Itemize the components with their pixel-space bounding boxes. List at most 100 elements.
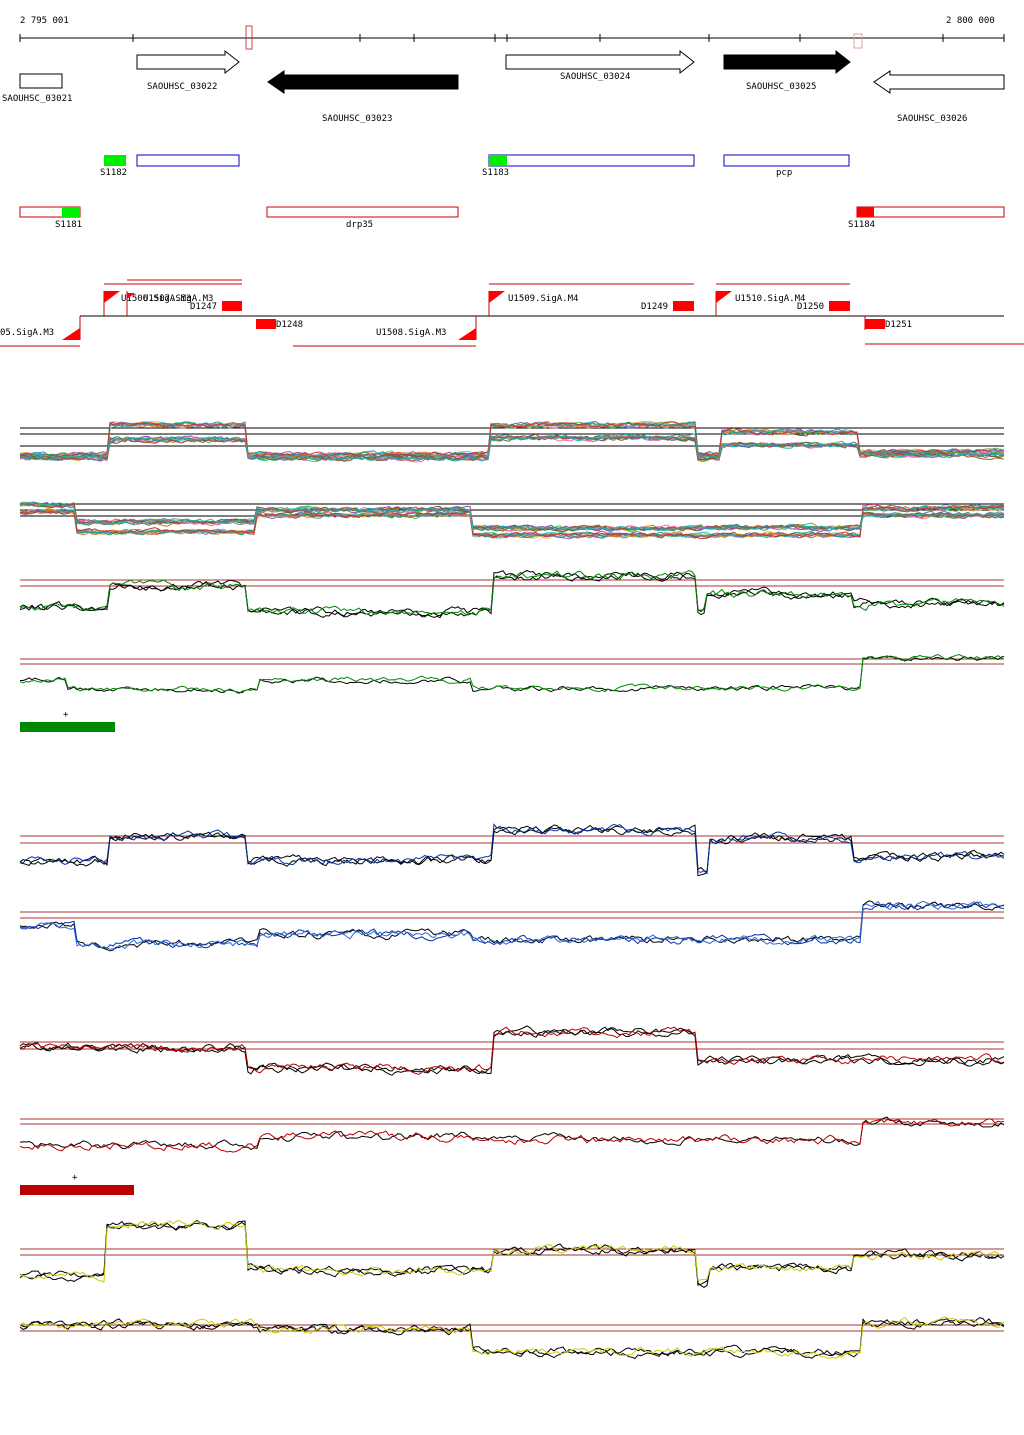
segment-label: S1181: [55, 220, 82, 230]
utr-box: [723, 154, 850, 167]
expression-line: [20, 655, 1005, 694]
sample-track-minus-b: [19, 501, 1005, 533]
gene-label: SAOUHSC_03024: [560, 72, 630, 82]
expression-line: [19, 501, 1005, 533]
segment-drp35[interactable]: drp35: [266, 206, 459, 230]
promoter-label: U1506.SigA.M3: [121, 294, 191, 304]
utr-box: [136, 154, 240, 167]
terminator-d1250[interactable]: D1250: [797, 301, 850, 312]
gene-saouhsc-03025[interactable]: SAOUHSC_03025: [723, 49, 851, 92]
gene-track: SAOUHSC_03021 SAOUHSC_03022 SAOUHSC_0302…: [2, 49, 1005, 124]
promoter-label: U1507.SigA.M3: [143, 294, 213, 304]
gene-label: SAOUHSC_03021: [2, 94, 72, 104]
gene-label: SAOUHSC_03023: [322, 114, 392, 124]
promoter-u1508[interactable]: U1508.SigA.M3: [376, 328, 476, 340]
terminator-d1249[interactable]: D1249: [641, 301, 694, 312]
expression-line: [19, 433, 1005, 462]
blue-track-plus: [19, 823, 1005, 877]
terminator-d1251[interactable]: D1251: [865, 319, 912, 330]
segment-label: pcp: [776, 168, 792, 178]
terminator-d1247[interactable]: D1247: [190, 301, 242, 312]
promoter-u1509[interactable]: U1509.SigA.M4: [489, 291, 578, 304]
green-track-minus: [19, 653, 1005, 694]
segment-track-plus: S1182 S1183 pcp: [100, 154, 850, 178]
expression-line: [19, 504, 1005, 540]
expression-line: [19, 1026, 1005, 1076]
terminator-box: [865, 319, 885, 329]
promoter-u1510[interactable]: U1510.SigA.M4: [716, 291, 805, 304]
gene-arrow-plus: [505, 49, 695, 75]
gene-arrow-plus: [723, 49, 851, 75]
segment-box: [104, 155, 126, 166]
terminator-label: D1248: [276, 320, 303, 330]
segment-s1184[interactable]: S1184: [848, 206, 1005, 230]
expression-line: [19, 1026, 1005, 1076]
gene-saouhsc-03021[interactable]: SAOUHSC_03021: [2, 73, 72, 104]
promoter-u1507[interactable]: U1507.SigA.M3: [127, 293, 213, 304]
terminator-label: D1250: [797, 302, 824, 312]
terminator-label: D1247: [190, 302, 217, 312]
yellow-track-plus: [19, 1219, 1005, 1288]
condition-bar: [20, 722, 115, 732]
ruler-start-label: 2 795 001: [20, 16, 69, 26]
promoter-05-siga[interactable]: 05.SigA.M3: [0, 328, 80, 340]
expression-line: [19, 900, 1005, 952]
expression-line: [19, 1220, 1005, 1283]
gene-saouhsc-03024[interactable]: SAOUHSC_03024: [505, 49, 695, 82]
blue-track-minus: [19, 900, 1005, 952]
expression-line: [19, 900, 1005, 950]
coordinate-ruler: 2 795 001 2 800 000: [19, 16, 1005, 50]
yellow-track-minus: [19, 1316, 1005, 1360]
gene-saouhsc-03026[interactable]: SAOUHSC_03026: [873, 70, 1005, 124]
promoter-label: 05.SigA.M3: [0, 328, 54, 338]
gene-box: [19, 73, 63, 89]
gene-label: SAOUHSC_03025: [746, 82, 816, 92]
expression-line: [19, 1025, 1005, 1075]
terminator-d1248[interactable]: D1248: [256, 319, 303, 330]
segment-s1183[interactable]: S1183: [482, 154, 695, 178]
green-track-plus: [19, 569, 1005, 619]
segment-label: S1184: [848, 220, 875, 230]
terminator-box: [673, 301, 694, 311]
promoter-label: U1509.SigA.M4: [508, 294, 578, 304]
sample-track-plus: [19, 420, 1005, 460]
gene-saouhsc-03022[interactable]: SAOUHSC_03022: [136, 49, 240, 92]
expression-line: [19, 1116, 1005, 1151]
condition-marker-green[interactable]: +: [20, 710, 115, 732]
condition-marker-label: +: [72, 1173, 78, 1183]
red-track-minus: [19, 1116, 1005, 1153]
promoter-flag: [458, 328, 476, 340]
expression-line: [19, 1118, 1005, 1153]
segment-pcp[interactable]: pcp: [723, 154, 850, 178]
segment-label: S1183: [482, 168, 509, 178]
utr-box: [856, 206, 1005, 218]
expression-line: [19, 505, 1005, 539]
terminator-box: [256, 319, 276, 329]
gene-label: SAOUHSC_03026: [897, 114, 967, 124]
condition-marker-label: +: [63, 710, 69, 720]
condition-marker-red[interactable]: +: [20, 1173, 134, 1195]
expression-line: [19, 1318, 1005, 1360]
terminator-box: [829, 301, 850, 311]
ruler-end-label: 2 800 000: [946, 16, 995, 26]
promoter-flag: [489, 291, 505, 303]
gene-label: SAOUHSC_03022: [147, 82, 217, 92]
segment-box: [62, 207, 80, 217]
sample-track-minus: [19, 503, 1005, 540]
ruler-marker: [853, 33, 863, 49]
gene-saouhsc-03023[interactable]: SAOUHSC_03023: [267, 70, 459, 124]
gene-arrow-plus: [136, 49, 240, 75]
expression-line: [19, 824, 1005, 873]
expression-line: [19, 901, 1005, 949]
segment-label: S1182: [100, 168, 127, 178]
segment-s1182[interactable]: S1182: [100, 154, 240, 178]
expression-tracks: [19, 420, 1005, 1360]
segment-s1181[interactable]: S1181: [19, 206, 82, 230]
expression-line: [19, 433, 1005, 462]
promoter-u1506[interactable]: U1506.SigA.M3: [104, 291, 191, 304]
terminator-box: [222, 301, 242, 311]
utr-box: [266, 206, 459, 218]
segment-label: drp35: [346, 220, 373, 230]
promoter-flag: [104, 291, 120, 303]
sample-track-plus-b: [19, 433, 1005, 463]
